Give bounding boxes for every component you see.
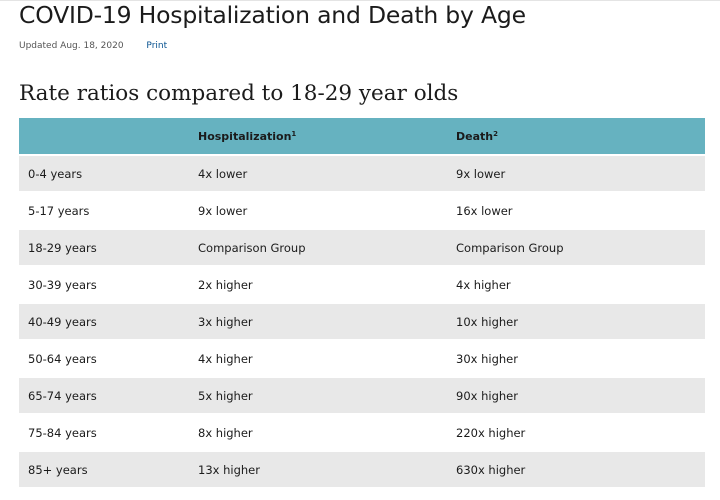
hospitalization-cell: 2x higher xyxy=(189,265,447,303)
table-row: 30-39 years 2x higher 4x higher xyxy=(19,265,705,303)
header-death-label: Death xyxy=(456,129,494,143)
death-cell: 30x higher xyxy=(447,339,705,377)
age-group-cell: 75-84 years xyxy=(19,413,189,451)
age-group-cell: 0-4 years xyxy=(19,154,189,192)
header-death: Death2 xyxy=(447,118,705,155)
top-divider xyxy=(0,0,720,1)
table-header-row: Hospitalization1 Death2 xyxy=(19,118,705,155)
hospitalization-cell: 4x lower xyxy=(189,154,447,192)
death-cell: 10x higher xyxy=(447,302,705,340)
print-link[interactable]: Print xyxy=(146,41,168,51)
age-group-cell: 65-74 years xyxy=(19,376,189,414)
death-cell: 630x higher xyxy=(447,450,705,487)
death-cell: 9x lower xyxy=(447,154,705,192)
hospitalization-cell: 8x higher xyxy=(189,413,447,451)
header-hospitalization-label: Hospitalization xyxy=(198,129,292,143)
updated-date: Updated Aug. 18, 2020 xyxy=(19,41,124,51)
table-row: 65-74 years 5x higher 90x higher xyxy=(19,376,705,414)
page-meta: Updated Aug. 18, 2020 Print xyxy=(19,40,167,52)
footnote-marker-2[interactable]: 2 xyxy=(493,129,498,138)
table-row: 5-17 years 9x lower 16x lower xyxy=(19,191,705,229)
age-group-cell: 85+ years xyxy=(19,450,189,487)
rate-ratios-table: Hospitalization1 Death2 0-4 years 4x low… xyxy=(19,118,705,487)
death-cell: Comparison Group xyxy=(447,228,705,266)
table-row: 18-29 years Comparison Group Comparison … xyxy=(19,228,705,266)
table-row: 50-64 years 4x higher 30x higher xyxy=(19,339,705,377)
page-title: COVID-19 Hospitalization and Death by Ag… xyxy=(19,1,526,29)
table-row: 75-84 years 8x higher 220x higher xyxy=(19,413,705,451)
hospitalization-cell: 13x higher xyxy=(189,450,447,487)
header-hospitalization: Hospitalization1 xyxy=(189,118,447,155)
hospitalization-cell: Comparison Group xyxy=(189,228,447,266)
hospitalization-cell: 5x higher xyxy=(189,376,447,414)
table-row: 0-4 years 4x lower 9x lower xyxy=(19,154,705,192)
section-heading: Rate ratios compared to 18-29 year olds xyxy=(19,81,459,106)
death-cell: 16x lower xyxy=(447,191,705,229)
hospitalization-cell: 4x higher xyxy=(189,339,447,377)
footnote-marker-1[interactable]: 1 xyxy=(291,129,297,138)
age-group-cell: 5-17 years xyxy=(19,191,189,229)
age-group-cell: 30-39 years xyxy=(19,265,189,303)
death-cell: 90x higher xyxy=(447,376,705,414)
age-group-cell: 18-29 years xyxy=(19,228,189,266)
table-row: 85+ years 13x higher 630x higher xyxy=(19,450,705,487)
death-cell: 220x higher xyxy=(447,413,705,451)
age-group-cell: 40-49 years xyxy=(19,302,189,340)
table-row: 40-49 years 3x higher 10x higher xyxy=(19,302,705,340)
death-cell: 4x higher xyxy=(447,265,705,303)
hospitalization-cell: 9x lower xyxy=(189,191,447,229)
hospitalization-cell: 3x higher xyxy=(189,302,447,340)
header-age xyxy=(19,118,189,155)
age-group-cell: 50-64 years xyxy=(19,339,189,377)
